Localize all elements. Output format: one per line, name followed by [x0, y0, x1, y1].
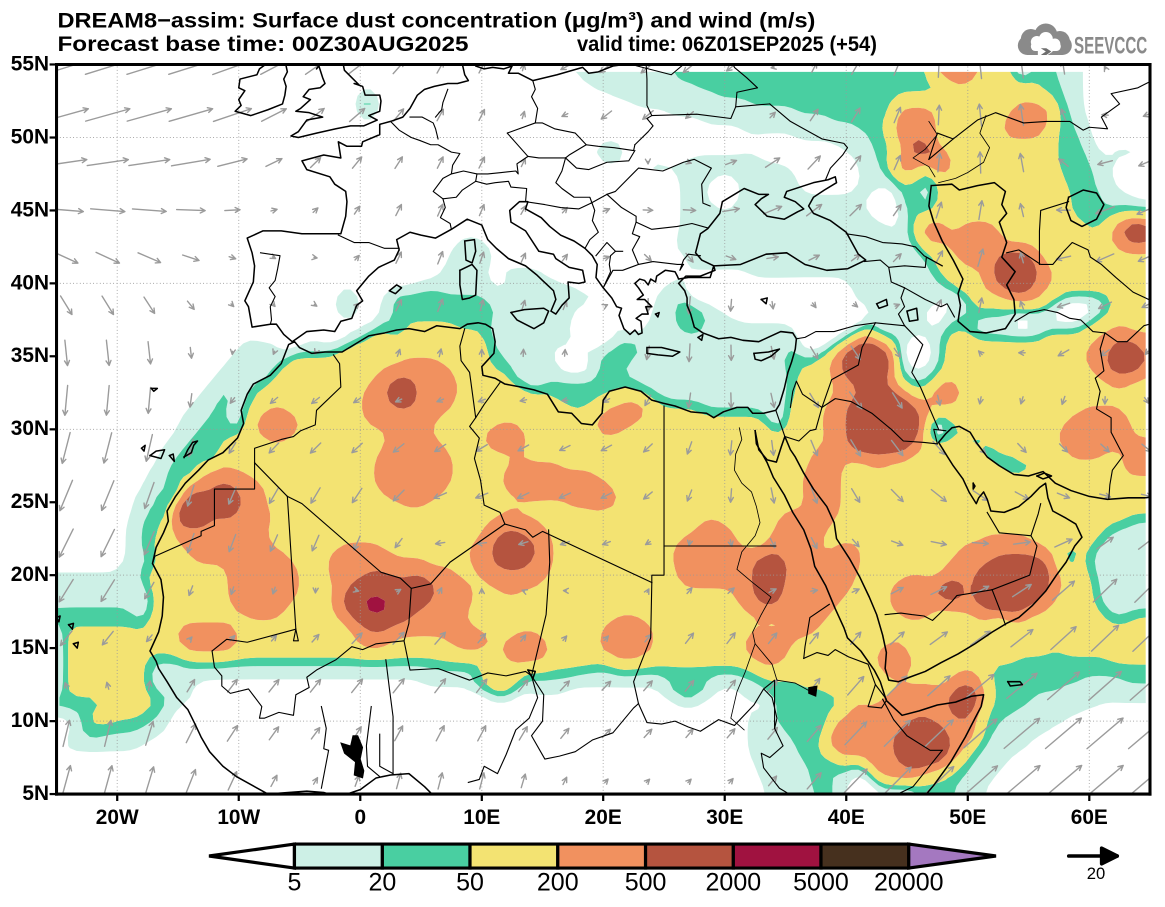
svg-text:15N: 15N [11, 636, 49, 659]
svg-text:2000: 2000 [706, 869, 762, 897]
svg-text:35N: 35N [11, 344, 49, 367]
svg-text:500: 500 [625, 869, 667, 897]
svg-text:5N: 5N [22, 782, 49, 805]
svg-text:5: 5 [287, 869, 301, 897]
svg-text:20: 20 [368, 869, 396, 897]
svg-text:25N: 25N [11, 490, 49, 513]
svg-text:Forecast base time: 00Z30AUG20: Forecast base time: 00Z30AUG2025 [58, 32, 469, 56]
svg-text:20: 20 [1087, 864, 1106, 883]
svg-text:50N: 50N [11, 125, 49, 148]
svg-text:200: 200 [537, 869, 579, 897]
svg-text:10W: 10W [217, 806, 260, 829]
svg-text:50: 50 [456, 869, 484, 897]
svg-text:50E: 50E [949, 806, 986, 829]
svg-text:10E: 10E [463, 806, 500, 829]
svg-text:55N: 55N [11, 52, 49, 75]
svg-text:30N: 30N [11, 417, 49, 440]
svg-text:0: 0 [354, 806, 366, 829]
svg-text:20E: 20E [585, 806, 622, 829]
svg-text:valid time: 06Z01SEP2025 (+54): valid time: 06Z01SEP2025 (+54) [577, 32, 877, 56]
svg-text:60E: 60E [1071, 806, 1108, 829]
svg-text:30E: 30E [706, 806, 743, 829]
svg-text:DREAM8−assim: Surface dust con: DREAM8−assim: Surface dust concentration… [58, 9, 816, 33]
svg-text:10N: 10N [11, 709, 49, 732]
svg-text:20W: 20W [96, 806, 139, 829]
svg-text:40E: 40E [828, 806, 865, 829]
svg-text:40N: 40N [11, 271, 49, 294]
svg-text:20000: 20000 [874, 869, 944, 897]
svg-text:20N: 20N [11, 563, 49, 586]
svg-text:SEEVCCC: SEEVCCC [1074, 33, 1147, 60]
svg-text:45N: 45N [11, 198, 49, 221]
svg-text:5000: 5000 [793, 869, 849, 897]
